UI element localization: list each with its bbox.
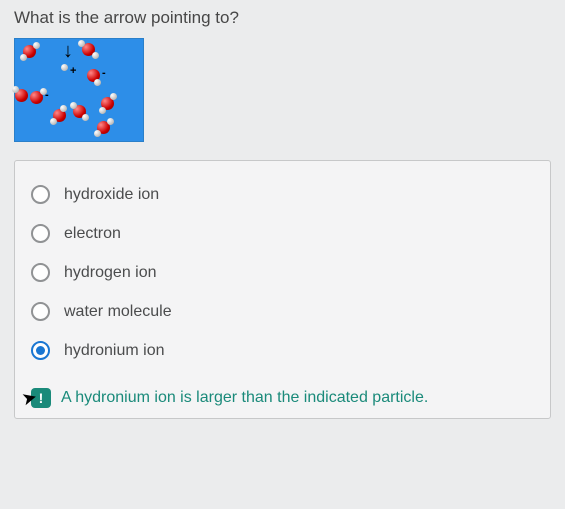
option-label: hydronium ion xyxy=(64,342,165,360)
question-prompt: What is the arrow pointing to? xyxy=(14,8,551,28)
option-label: water molecule xyxy=(64,303,172,321)
option-label: electron xyxy=(64,225,121,243)
option-hydronium[interactable]: hydronium ion xyxy=(31,331,534,370)
option-hydroxide[interactable]: hydroxide ion xyxy=(31,175,534,214)
molecule-diagram: ↓ + - - xyxy=(14,38,144,142)
charge-plus: + xyxy=(70,65,76,77)
info-icon: ! xyxy=(31,388,51,408)
answer-options-box: hydroxide ion electron hydrogen ion wate… xyxy=(14,160,551,419)
option-hydrogen[interactable]: hydrogen ion xyxy=(31,253,534,292)
arrow-indicator: ↓ xyxy=(63,41,73,61)
feedback-text: A hydronium ion is larger than the indic… xyxy=(61,389,428,407)
feedback-row: ! A hydronium ion is larger than the ind… xyxy=(31,382,534,408)
radio-icon xyxy=(31,302,50,321)
charge-minus: - xyxy=(45,89,49,101)
charge-minus: - xyxy=(102,67,106,79)
radio-icon xyxy=(31,224,50,243)
option-label: hydroxide ion xyxy=(64,186,159,204)
option-water[interactable]: water molecule xyxy=(31,292,534,331)
hydrogen-ion xyxy=(61,64,68,71)
option-label: hydrogen ion xyxy=(64,264,157,282)
radio-icon xyxy=(31,341,50,360)
radio-icon xyxy=(31,185,50,204)
radio-icon xyxy=(31,263,50,282)
option-electron[interactable]: electron xyxy=(31,214,534,253)
